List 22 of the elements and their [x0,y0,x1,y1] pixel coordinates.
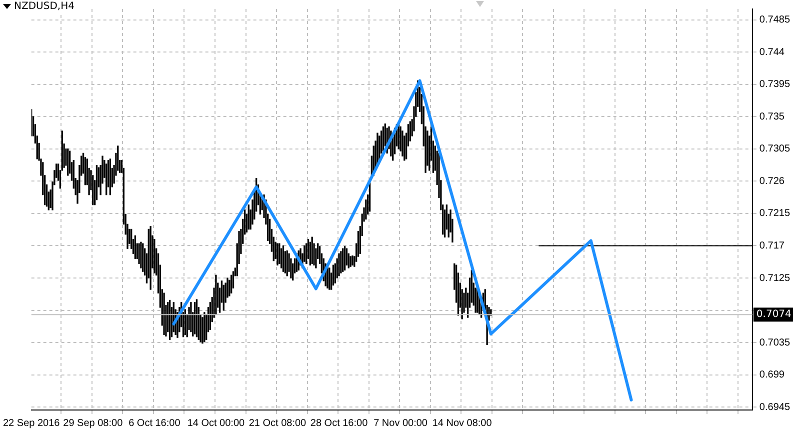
y-tick-label: 0.7485 [759,14,790,26]
y-tick-label: 0.7305 [759,144,790,155]
y-tick-label: 0.7035 [759,337,790,348]
y-tick-label: 0.699 [759,370,785,381]
x-tick-label: 29 Sep 08:00 [63,418,124,429]
y-tick-label: 0.744 [759,46,785,58]
y-tick-label: 0.7215 [759,208,790,220]
x-tick-label: 7 Nov 00:00 [374,418,428,429]
ref-line-label: 0.7074 [756,309,792,320]
y-tick-label: 0.735 [759,111,785,122]
x-tick-label: 28 Oct 16:00 [310,418,368,429]
x-tick-label: 14 Nov 08:00 [432,418,492,429]
y-tick-label: 0.726 [759,176,785,187]
x-tick-label: 14 Oct 00:00 [187,418,246,429]
x-tick-label: 22 Sep 2016 [3,418,60,429]
y-tick-label: 0.717 [759,240,785,252]
x-tick-label: 21 Oct 08:00 [248,418,307,429]
y-tick-label: 0.7125 [759,272,790,284]
chart-title: NZDUSD,H4 [14,1,74,12]
y-tick-label: 0.7395 [759,79,790,90]
y-tick-label: 0.6945 [759,402,790,413]
x-tick-label: 6 Oct 16:00 [128,418,181,429]
